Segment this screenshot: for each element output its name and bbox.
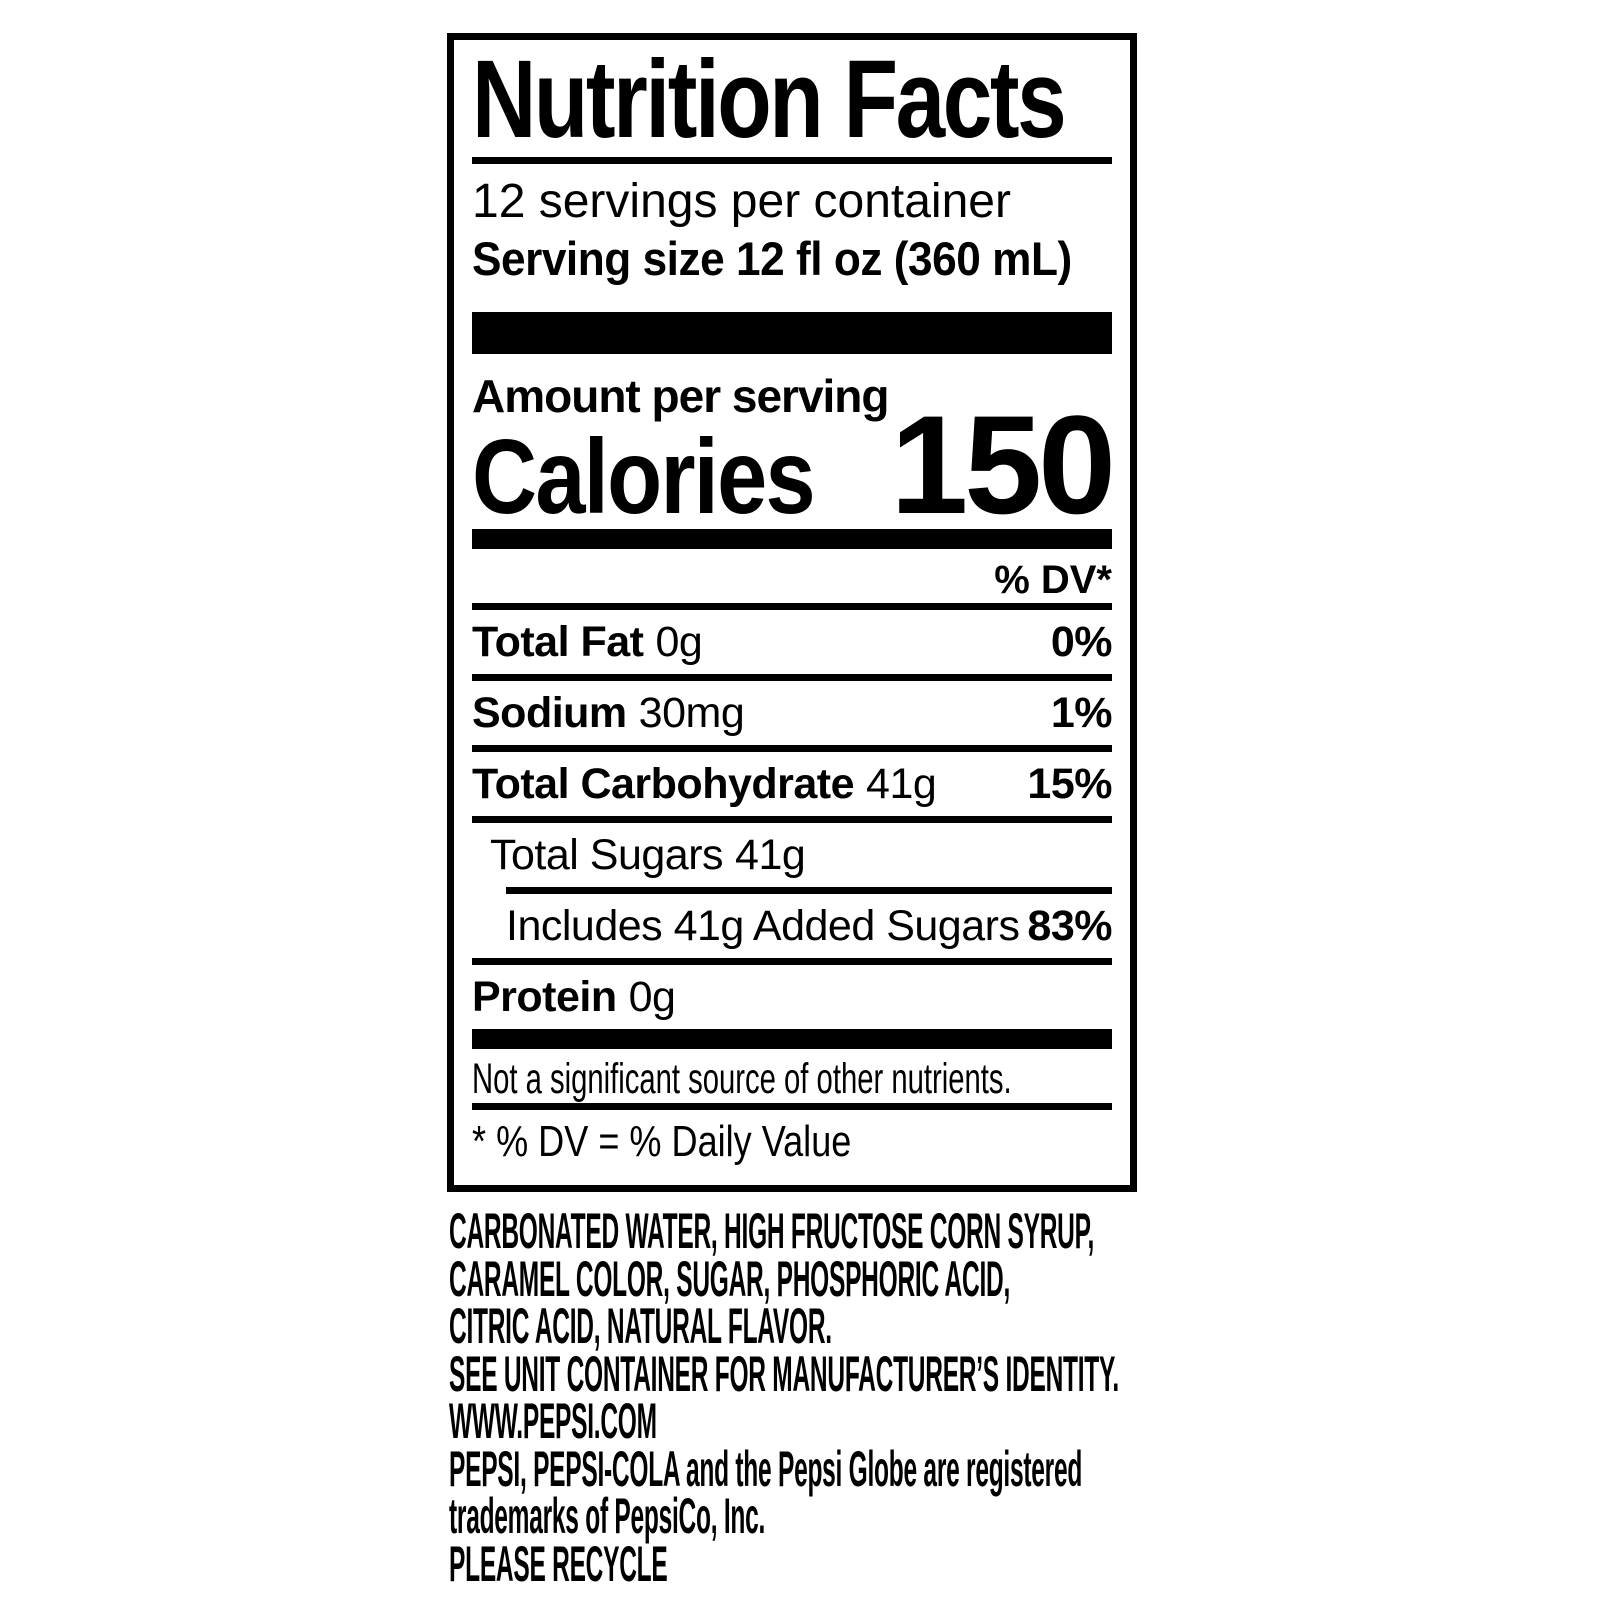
- package-text-block: CARBONATED WATER, HIGH FRUCTOSE CORN SYR…: [449, 1203, 1600, 1592]
- nutrition-facts-title: Nutrition Facts: [472, 38, 1112, 161]
- website-line: WWW.PEPSI.COM: [449, 1393, 1600, 1449]
- nutrient-row-total-fat: Total Fat 0g 0%: [472, 610, 1113, 674]
- nutrient-amount: 0g: [628, 972, 676, 1021]
- ingredients-line-3: CITRIC ACID, NATURAL FLAVOR.: [449, 1298, 1600, 1354]
- nutrient-name: Includes 41g Added Sugars: [506, 901, 1020, 950]
- ingredients-line-1-text: CARBONATED WATER, HIGH FRUCTOSE CORN SYR…: [449, 1203, 1095, 1259]
- dv-footnote: * % DV = % Daily Value: [472, 1116, 1112, 1166]
- serving-size-text: Serving size 12 fl oz (360 mL): [472, 231, 1072, 285]
- nutrient-amount: 41g: [735, 830, 806, 879]
- nutrient-amount: 41g: [866, 759, 937, 808]
- section-bar-medium: [472, 528, 1112, 549]
- manufacturer-identity-text: SEE UNIT CONTAINER FOR MANUFACTURER’S ID…: [449, 1345, 1119, 1402]
- nutrient-amount: 0g: [655, 617, 703, 666]
- nutrition-facts-panel: Nutrition Facts 12 servings per containe…: [447, 33, 1137, 1192]
- section-bar-thick: [472, 311, 1112, 354]
- nutrient-name-amount: Includes 41g Added Sugars: [506, 904, 1027, 948]
- divider: [472, 957, 1112, 965]
- nutrient-name: Sodium: [472, 688, 627, 737]
- calories-row: Calories 150: [472, 385, 1116, 543]
- dv-footnote-text: * % DV = % Daily Value: [472, 1116, 852, 1166]
- amount-per-serving-label: Amount per serving: [472, 369, 890, 422]
- percent-dv-header: % DV*: [994, 557, 1112, 602]
- nutrient-name: Total Carbohydrate: [472, 759, 855, 808]
- nutrient-dv: 83%: [1027, 901, 1112, 950]
- section-bar-bottom: [472, 1028, 1112, 1049]
- nutrient-name: Total Fat: [472, 617, 644, 666]
- divider: [472, 602, 1112, 610]
- nutrient-dv: 1%: [1050, 688, 1113, 737]
- divider: [472, 1102, 1112, 1110]
- serving-size: Serving size 12 fl oz (360 mL): [472, 230, 1112, 287]
- nutrient-amount: 30mg: [638, 688, 745, 737]
- calories-label: Calories: [472, 424, 874, 530]
- calories-label-text: Calories: [472, 417, 816, 536]
- nutrient-name: Total Sugars: [490, 830, 724, 879]
- recycle-text: PLEASE RECYCLE: [449, 1535, 668, 1592]
- nutrition-facts-title-text: Nutrition Facts: [472, 38, 1067, 161]
- nutrient-row-added-sugars: Includes 41g Added Sugars 83%: [472, 894, 1112, 958]
- nutrient-name-amount: Total Sugars 41g: [490, 830, 806, 879]
- trademark-line-1: PEPSI, PEPSI-COLA and the Pepsi Globe ar…: [449, 1440, 1600, 1497]
- ingredients-line-1: CARBONATED WATER, HIGH FRUCTOSE CORN SYR…: [449, 1203, 1600, 1259]
- ingredients-line-3-text: CITRIC ACID, NATURAL FLAVOR.: [449, 1298, 832, 1354]
- ingredients-line-2-text: CARAMEL COLOR, SUGAR, PHOSPHORIC ACID,: [449, 1250, 1011, 1307]
- trademark-line-1-text: PEPSI, PEPSI-COLA and the Pepsi Globe ar…: [449, 1440, 1083, 1497]
- recycle-line: PLEASE RECYCLE: [449, 1535, 1600, 1592]
- nutrient-row-protein: Protein 0g: [472, 965, 1112, 1029]
- servings-per-container: 12 servings per container: [472, 174, 1011, 228]
- ingredients-line-2: CARAMEL COLOR, SUGAR, PHOSPHORIC ACID,: [449, 1250, 1600, 1307]
- calories-value: 150: [890, 385, 1116, 543]
- nutrient-row-total-carbohydrate: Total Carbohydrate 41g 15%: [472, 752, 1112, 816]
- nutrient-name-amount: Total Fat 0g: [472, 617, 703, 666]
- nutrient-dv: 15%: [1027, 759, 1112, 808]
- nutrient-name-amount: Total Carbohydrate 41g: [472, 759, 937, 808]
- manufacturer-identity-line: SEE UNIT CONTAINER FOR MANUFACTURER’S ID…: [449, 1345, 1600, 1402]
- nutrient-row-total-sugars: Total Sugars 41g: [472, 823, 1112, 887]
- divider: [472, 156, 1112, 164]
- divider-indented: [506, 886, 1112, 894]
- nutrient-row-sodium: Sodium 30mg 1%: [472, 681, 1113, 745]
- other-nutrients-note-text: Not a significant source of other nutrie…: [472, 1054, 1012, 1103]
- divider: [472, 815, 1112, 823]
- trademark-line-2-text: trademarks of PepsiCo, Inc.: [449, 1488, 766, 1544]
- other-nutrients-note: Not a significant source of other nutrie…: [472, 1055, 1112, 1103]
- divider: [472, 744, 1112, 752]
- nutrient-name: Protein: [472, 972, 617, 1021]
- website-text: WWW.PEPSI.COM: [449, 1393, 657, 1449]
- nutrient-name-amount: Sodium 30mg: [472, 688, 745, 737]
- trademark-line-2: trademarks of PepsiCo, Inc.: [449, 1488, 1600, 1544]
- nutrient-name-amount: Protein 0g: [472, 972, 676, 1021]
- nutrient-dv: 0%: [1050, 617, 1113, 666]
- divider: [472, 673, 1112, 681]
